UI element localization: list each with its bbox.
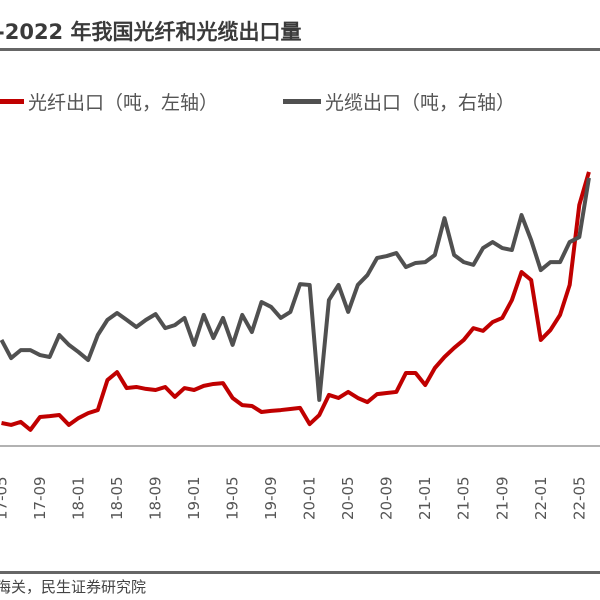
legend-swatch-cable [283,99,321,104]
x-tick-label: 19-05 [224,476,242,520]
x-tick-label: 17-05 [0,476,11,520]
title-divider [0,48,600,51]
chart-title: -2022 年我国光纤和光缆出口量 [0,20,302,44]
legend-label-fiber: 光纤出口（吨，左轴） [28,92,219,114]
x-tick-label: 22-05 [570,476,588,520]
x-tick-label: 19-01 [185,476,203,520]
series-line-fiber [1,171,591,432]
source-divider [0,571,600,574]
series-line-cable [0,177,591,402]
x-tick-label: 21-01 [416,476,434,520]
legend-item-fiber: 光纤出口（吨，左轴） [0,88,218,115]
x-tick-label: 21-09 [493,476,511,520]
x-tick-label: 17-09 [31,476,49,520]
legend-swatch-fiber [0,99,24,104]
x-tick-label: 18-01 [70,476,88,520]
x-tick-label: 21-05 [455,476,473,520]
legend-label-cable: 光缆出口（吨，右轴） [325,92,516,114]
x-tick-label: 20-01 [301,476,319,520]
x-tick-label: 18-09 [147,476,165,520]
x-tick-label: 18-05 [108,476,126,520]
x-tick-label: 22-01 [532,476,550,520]
source-note: 海关，民生证券研究院 [0,578,147,596]
x-tick-label: 20-09 [378,476,396,520]
legend-item-cable: 光缆出口（吨，右轴） [283,88,515,115]
x-tick-label: 20-05 [339,476,357,520]
x-tick-label: 19-09 [262,476,280,520]
